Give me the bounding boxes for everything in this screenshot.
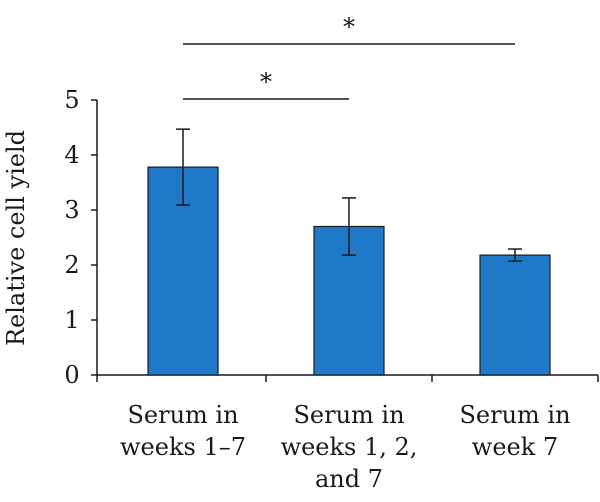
y-tick-label: 2: [64, 251, 79, 279]
x-tick-label: Serum in weeks 1, 2, and 7: [281, 401, 418, 493]
x-tick-label: Serum in weeks 1–7: [120, 401, 246, 461]
bar: [479, 254, 551, 376]
significance-star: *: [343, 13, 355, 41]
y-tick-label: 5: [64, 86, 79, 114]
x-tick-label-line: Serum in: [293, 401, 404, 429]
significance-brackets: **: [183, 13, 515, 100]
x-tick-label-line: and 7: [315, 465, 383, 493]
x-tick-label-line: Serum in: [127, 401, 238, 429]
x-tick-label: Serum in week 7: [459, 401, 570, 461]
y-tick-label: 0: [64, 361, 79, 389]
x-tick-labels: Serum in weeks 1–7 Serum in weeks 1, 2, and …: [120, 401, 571, 493]
error-bars: [176, 128, 522, 262]
x-tick-label-line: weeks 1, 2,: [281, 433, 418, 461]
x-tick-label-line: weeks 1–7: [120, 433, 246, 461]
y-tick-label: 4: [64, 141, 79, 169]
x-tick-label-line: week 7: [472, 433, 558, 461]
y-tick-label: 1: [64, 306, 79, 334]
x-tick-label-line: Serum in: [459, 401, 570, 429]
significance-star: *: [260, 68, 272, 96]
y-axis-title: Relative cell yield: [2, 130, 30, 346]
y-tick-label: 3: [64, 196, 79, 224]
